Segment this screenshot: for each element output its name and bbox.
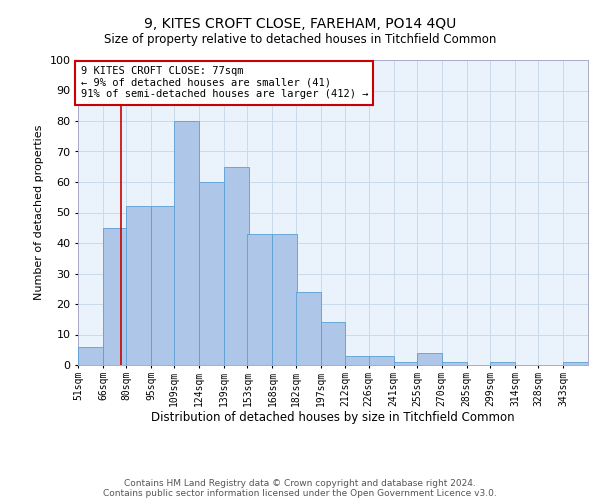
Bar <box>346 356 370 365</box>
Bar <box>417 353 442 365</box>
Text: Size of property relative to detached houses in Titchfield Common: Size of property relative to detached ho… <box>104 32 496 46</box>
Bar <box>199 182 224 365</box>
Bar <box>394 362 419 365</box>
Bar <box>103 228 128 365</box>
Text: Contains HM Land Registry data © Crown copyright and database right 2024.: Contains HM Land Registry data © Crown c… <box>124 478 476 488</box>
Bar <box>296 292 320 365</box>
Bar <box>224 167 249 365</box>
Bar <box>151 206 176 365</box>
Bar <box>320 322 346 365</box>
Y-axis label: Number of detached properties: Number of detached properties <box>34 125 44 300</box>
Bar <box>563 362 588 365</box>
Bar <box>126 206 151 365</box>
Text: 9 KITES CROFT CLOSE: 77sqm
← 9% of detached houses are smaller (41)
91% of semi-: 9 KITES CROFT CLOSE: 77sqm ← 9% of detac… <box>80 66 368 100</box>
Bar <box>175 121 199 365</box>
Bar <box>369 356 394 365</box>
Bar <box>78 346 103 365</box>
X-axis label: Distribution of detached houses by size in Titchfield Common: Distribution of detached houses by size … <box>151 412 515 424</box>
Bar <box>490 362 515 365</box>
Text: Contains public sector information licensed under the Open Government Licence v3: Contains public sector information licen… <box>103 488 497 498</box>
Bar <box>442 362 467 365</box>
Bar <box>272 234 297 365</box>
Bar <box>247 234 272 365</box>
Text: 9, KITES CROFT CLOSE, FAREHAM, PO14 4QU: 9, KITES CROFT CLOSE, FAREHAM, PO14 4QU <box>144 18 456 32</box>
